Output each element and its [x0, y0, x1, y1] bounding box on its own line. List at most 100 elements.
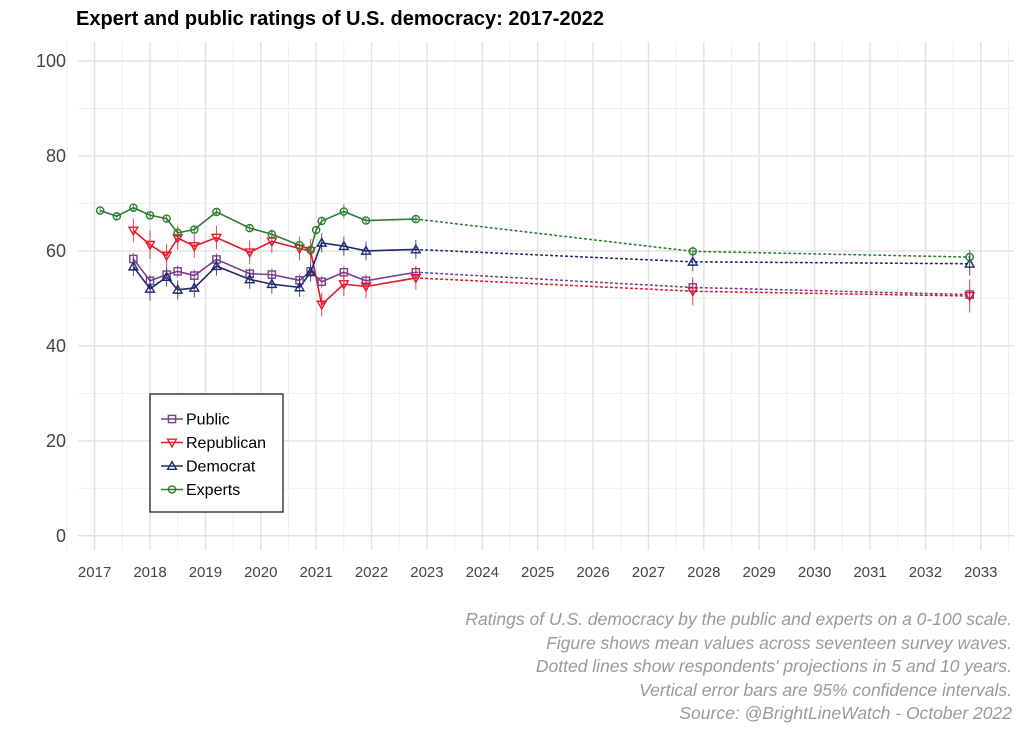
legend-label: Democrat	[186, 459, 256, 476]
caption-line: Vertical error bars are 95% confidence i…	[639, 679, 1012, 700]
data-point	[411, 214, 421, 224]
legend-marker	[167, 414, 177, 424]
data-point	[410, 243, 422, 254]
data-point	[305, 246, 317, 257]
data-point	[112, 211, 122, 221]
chart-title: Expert and public ratings of U.S. democr…	[76, 8, 604, 30]
legend-label: Experts	[186, 482, 240, 499]
x-tick-label: 2019	[189, 564, 222, 581]
projection-point	[687, 287, 699, 298]
data-point	[144, 240, 156, 251]
x-tick-label: 2020	[244, 564, 277, 581]
projection-point	[965, 252, 974, 262]
x-tick-label: 2024	[466, 564, 499, 581]
data-point	[127, 226, 139, 237]
x-tick-label: 2025	[521, 564, 554, 581]
projection-point	[964, 257, 976, 268]
legend-label: Public	[186, 412, 230, 429]
data-point	[127, 260, 139, 271]
data-point	[190, 225, 199, 234]
projection-point	[964, 292, 976, 302]
x-tick-label: 2021	[299, 564, 332, 581]
data-point	[212, 207, 221, 217]
data-point	[267, 270, 277, 279]
legend-marker	[166, 438, 178, 449]
data-point	[338, 280, 350, 290]
caption-line: Ratings of U.S. democracy by the public …	[465, 609, 1012, 629]
data-point	[162, 214, 171, 223]
data-point	[190, 271, 199, 280]
data-point	[361, 216, 371, 225]
legend-marker	[167, 485, 177, 494]
y-tick-label: 80	[46, 146, 66, 166]
chart-plot: 0 20 40 60 80 100 2017 2018 2019 2020 2021 2022 202…	[36, 42, 1014, 581]
caption-line: Figure shows mean values across seventee…	[546, 632, 1012, 653]
data-point	[244, 248, 256, 259]
data-point	[360, 282, 372, 293]
x-tick-label: 2028	[687, 564, 720, 581]
data-point	[245, 269, 254, 278]
data-point	[145, 210, 155, 220]
data-point	[317, 216, 326, 226]
data-point	[188, 242, 200, 252]
data-point	[266, 278, 278, 289]
series-line	[132, 241, 416, 291]
data-point	[162, 270, 171, 279]
data-point	[161, 271, 173, 282]
y-tick-label: 60	[46, 241, 66, 261]
data-point	[317, 277, 326, 287]
data-point	[293, 244, 306, 255]
data-point	[172, 234, 184, 244]
x-tick-label: 2032	[909, 564, 942, 581]
data-point	[339, 267, 349, 277]
projection-point	[687, 256, 699, 266]
legend-label: Republican	[186, 435, 266, 452]
projection-point	[688, 247, 698, 256]
data-point	[316, 237, 328, 247]
data-point	[161, 251, 173, 262]
data-point	[188, 282, 200, 292]
data-point	[305, 266, 317, 277]
data-point	[361, 276, 371, 286]
data-point	[173, 228, 182, 238]
data-point	[210, 233, 223, 244]
x-tick-label: 2033	[964, 564, 997, 581]
data-point	[339, 207, 349, 216]
data-point	[306, 245, 315, 255]
data-point	[210, 260, 223, 271]
data-point	[129, 203, 138, 212]
x-tick-label: 2029	[743, 564, 776, 581]
x-tick-label: 2022	[355, 564, 388, 581]
data-point	[172, 284, 184, 294]
data-point	[360, 245, 372, 255]
data-point	[411, 267, 421, 277]
data-point	[244, 273, 256, 284]
x-tick-label: 2026	[576, 564, 609, 581]
y-tick-label: 0	[56, 526, 66, 546]
caption-line: Dotted lines show respondents' projectio…	[535, 656, 1012, 676]
y-tick-label: 20	[46, 431, 66, 451]
chart-legend: Public Republican Democrat Experts	[149, 393, 284, 513]
x-tick-label: 2027	[632, 564, 665, 581]
legend-marker	[166, 460, 178, 470]
data-point	[338, 240, 350, 251]
caption-line: Source: @BrightLineWatch - October 2022	[679, 703, 1012, 723]
x-tick-label: 2017	[78, 564, 111, 581]
data-point	[144, 283, 156, 293]
x-tick-label: 2023	[410, 564, 443, 581]
y-tick-label: 100	[36, 51, 66, 71]
data-point	[316, 300, 328, 311]
x-tick-label: 2018	[133, 564, 166, 581]
data-point	[95, 206, 105, 215]
data-point	[245, 223, 254, 233]
legend-box	[149, 393, 284, 513]
data-point	[311, 225, 321, 235]
data-point	[295, 240, 304, 250]
x-tick-label: 2030	[798, 564, 831, 581]
data-point	[410, 273, 422, 284]
data-point	[267, 229, 277, 239]
data-point	[173, 267, 182, 276]
data-point	[293, 281, 306, 292]
chart-caption: Ratings of U.S. democracy by the public …	[465, 608, 1012, 726]
y-tick-label: 40	[46, 336, 66, 356]
